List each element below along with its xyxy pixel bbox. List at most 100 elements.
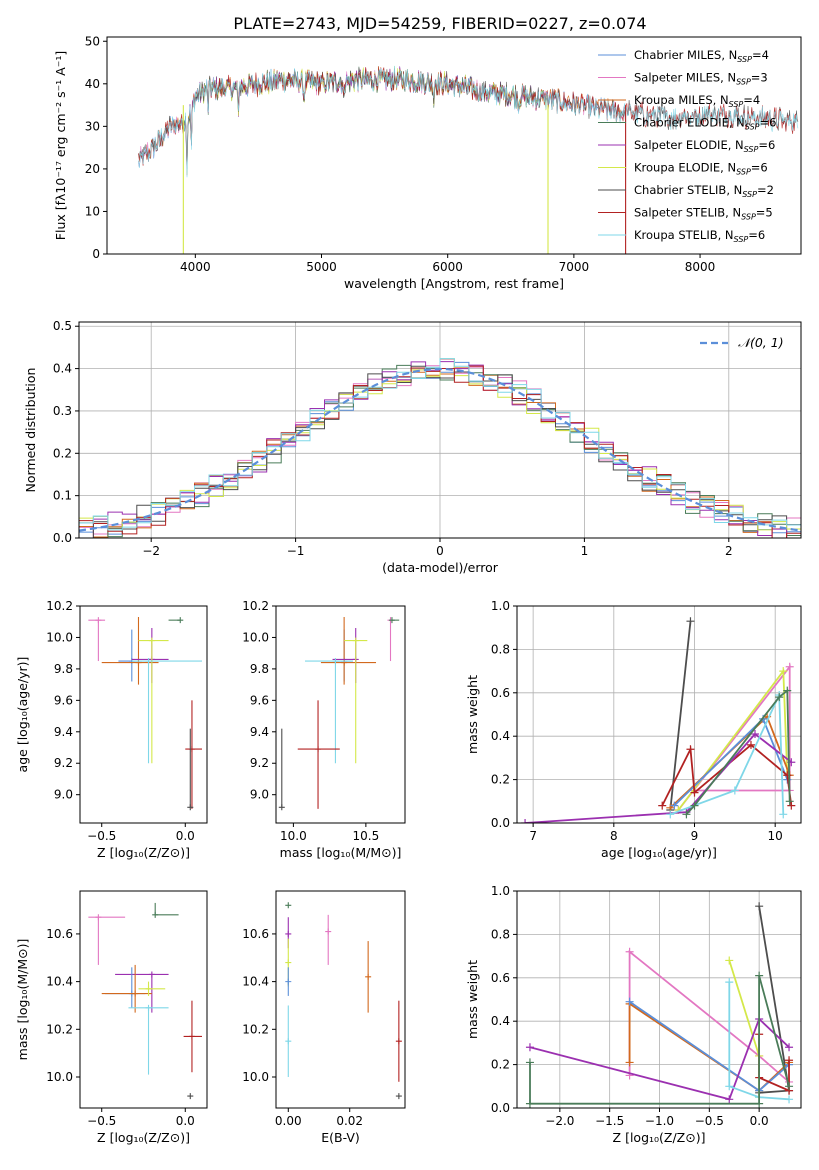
x-tick-label: −0.5 — [695, 1114, 724, 1128]
weight-line-1 — [669, 621, 692, 811]
x-tick-label: 10 — [768, 829, 783, 843]
data-point — [332, 658, 339, 665]
panel-spectrum: 4000 5000 6000 7000 8000 0 10 20 30 40 50 wavelengt… — [53, 34, 802, 291]
y-tick-label: 10.2 — [46, 599, 73, 613]
spectrum-line-3 — [138, 67, 625, 176]
y-tick-label: 0.2 — [491, 1058, 510, 1072]
x-axis-label: mass [log₁₀(M/M⊙)] — [280, 845, 402, 860]
y-tick-label: 0.0 — [491, 1101, 510, 1115]
x-tick-label: 0.0 — [750, 1114, 769, 1128]
x-tick-label: −1.0 — [645, 1114, 674, 1128]
panel-weight_vs_Z: −2.0 −1.5 −1.0 −0.5 0.0 0.0 0.2 0.4 0.6 0.8 1.0 Z [… — [465, 884, 802, 1145]
y-tick-label: 9.2 — [54, 756, 73, 770]
x-tick-label: 0.0 — [176, 829, 195, 843]
weight-marker — [686, 745, 695, 754]
panel-mass_vs_Z: −0.5 0.0 10.0 10.2 10.4 10.6 Z [log₁₀(Z/Z⊙)] ma… — [15, 890, 208, 1145]
weight-marker — [625, 947, 634, 956]
weight-marker — [690, 788, 699, 797]
data-point — [95, 914, 102, 921]
y-tick-label: 9.6 — [54, 693, 73, 707]
weight-marker — [755, 1099, 764, 1108]
histogram-7 — [79, 365, 801, 538]
y-tick-label: 10.0 — [46, 630, 73, 644]
spectrum-line-2 — [138, 67, 625, 170]
panels: 4000 5000 6000 7000 800001020304050wavelengt… — [15, 34, 802, 1145]
x-axis-label: age [log₁₀(age/yr)] — [601, 845, 717, 860]
data-point — [285, 930, 292, 937]
data-point — [188, 1033, 195, 1040]
weight-marker — [686, 617, 695, 626]
y-tick-label: 0.0 — [491, 816, 510, 830]
y-tick-label: 0.4 — [491, 1014, 510, 1028]
x-tick-label: −0.5 — [87, 829, 116, 843]
y-tick-label: 0.4 — [53, 362, 72, 376]
axes-frame — [275, 605, 406, 824]
x-axis-label: (data-model)/error — [382, 560, 499, 575]
axes-frame — [79, 890, 208, 1109]
plot-area-residuals — [79, 358, 801, 538]
histogram-9 — [79, 358, 801, 531]
x-tick-label: 7000 — [559, 260, 590, 274]
weight-marker — [785, 1095, 794, 1104]
y-tick-label: 9.8 — [54, 662, 73, 676]
legend-label: Salpeter ELODIE, NSSP=6 — [634, 138, 775, 154]
y-tick-label: 0.5 — [53, 319, 72, 333]
x-axis-label: Z [log₁₀(Z/Z⊙)] — [613, 1130, 706, 1145]
weight-marker — [521, 819, 530, 823]
axes-frame — [516, 605, 802, 824]
plot-area-spectrum — [138, 65, 799, 254]
x-tick-label: 0 — [436, 544, 444, 558]
y-tick-label: 10.2 — [242, 599, 269, 613]
data-point — [145, 985, 152, 992]
weight-marker — [785, 1056, 794, 1065]
x-tick-label: −2 — [142, 544, 160, 558]
data-point — [285, 959, 292, 966]
weight-marker — [725, 978, 734, 987]
weight-marker — [783, 686, 792, 695]
x-tick-label: 1 — [581, 544, 589, 558]
y-tick-label: 0 — [92, 247, 100, 261]
y-tick-label: 0.6 — [491, 686, 510, 700]
data-point — [148, 971, 155, 978]
y-axis-label: Normed distribution — [23, 368, 38, 493]
x-tick-label: 0.00 — [275, 1114, 302, 1128]
data-point — [352, 637, 359, 644]
x-axis-label: wavelength [Angstrom, rest frame] — [344, 276, 564, 291]
weight_vs_Z-series — [525, 902, 794, 1108]
panel-age_vs_mass: 10.0 10.5 9.0 9.2 9.4 9.6 9.8 10.0 10.2 mass [log… — [242, 599, 406, 860]
data-point — [325, 928, 332, 935]
x-axis-label: Z [log₁₀(Z/Z⊙)] — [97, 1130, 190, 1145]
spectrum-legend: Chabrier MILES, NSSP=4 Salpeter MILES, NS… — [598, 48, 776, 244]
weight-marker — [755, 971, 764, 980]
weight-marker — [785, 1082, 794, 1091]
weight-marker — [755, 902, 764, 911]
y-axis-label: age [log₁₀(age/yr)] — [15, 657, 30, 773]
spectrum-line-9 — [138, 65, 799, 178]
mass_vs_ebv-points — [285, 902, 402, 1100]
x-axis-label: E(B-V) — [321, 1130, 360, 1145]
data-point — [177, 617, 184, 624]
legend-label: Chabrier STELIB, NSSP=2 — [634, 183, 774, 199]
weight-marker — [730, 786, 739, 795]
weight-marker — [779, 810, 788, 819]
data-point — [315, 746, 322, 753]
y-tick-label: 40 — [85, 77, 100, 91]
y-tick-label: 10.0 — [242, 630, 269, 644]
x-tick-label: 7 — [529, 829, 537, 843]
y-tick-label: 10 — [85, 204, 100, 218]
spectrum-line-1 — [138, 68, 625, 168]
figure-title: PLATE=2743, MJD=54259, FIBERID=0227, z=0… — [233, 14, 646, 33]
data-point — [132, 990, 139, 997]
weight-line-8 — [669, 694, 785, 816]
axes-frame — [106, 36, 802, 255]
y-axis-label: mass [log₁₀(M/M⊙)] — [15, 939, 30, 1061]
plot-area-age_vs_mass — [278, 617, 400, 811]
weight-line-2 — [677, 664, 791, 811]
x-tick-label: 4000 — [180, 260, 211, 274]
data-point — [285, 978, 292, 985]
y-tick-label: 0.6 — [491, 971, 510, 985]
x-tick-label: 2 — [725, 544, 733, 558]
y-tick-label: 10.4 — [46, 975, 73, 989]
plot-area-age_vs_Z — [88, 617, 202, 811]
weight-marker — [658, 801, 667, 810]
